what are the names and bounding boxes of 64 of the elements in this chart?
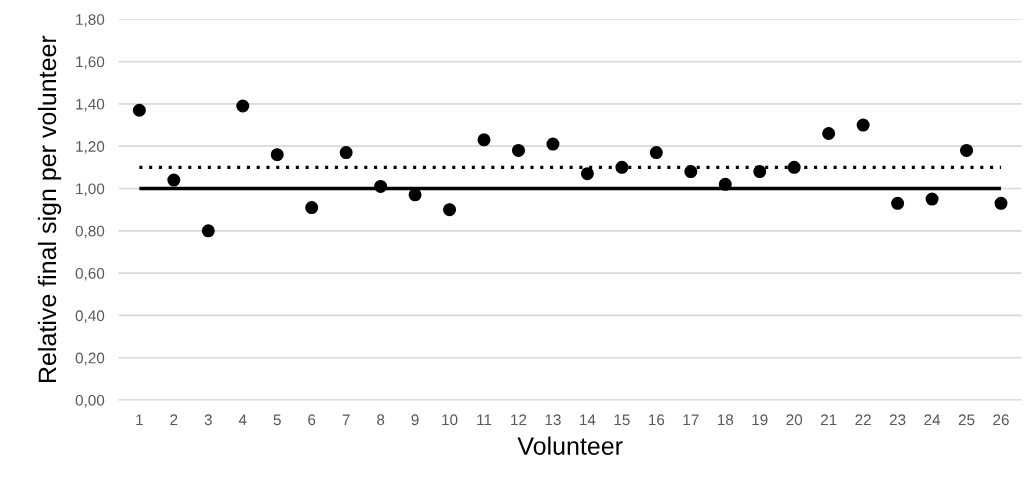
point xyxy=(477,133,491,147)
point xyxy=(132,103,146,117)
point xyxy=(339,146,353,160)
y-tick-label: 1,00 xyxy=(76,183,105,197)
point xyxy=(684,165,698,179)
point xyxy=(546,137,560,151)
x-tick-label: 20 xyxy=(786,414,803,426)
point xyxy=(580,167,594,181)
point xyxy=(167,173,181,187)
x-tick-label: 7 xyxy=(342,414,350,426)
x-tick-label: 12 xyxy=(511,414,527,426)
x-tick-label: 5 xyxy=(273,414,281,426)
point xyxy=(236,99,250,113)
x-tick-label: 15 xyxy=(614,414,630,426)
x-tick-label: 3 xyxy=(204,414,212,426)
y-tick-label: 1,80 xyxy=(76,14,105,27)
y-tick-label: 1,40 xyxy=(76,98,105,112)
x-tick-label: 19 xyxy=(752,414,768,426)
point xyxy=(891,196,905,210)
point xyxy=(443,203,457,217)
y-tick-label: 1,20 xyxy=(76,141,105,154)
x-tick-label: 2 xyxy=(170,414,178,426)
point xyxy=(511,143,525,157)
y-tick-label: 0,60 xyxy=(75,268,105,281)
x-tick-label: 26 xyxy=(993,414,1009,426)
x-tick-label: 6 xyxy=(308,414,316,426)
point xyxy=(408,188,422,202)
y-tick-label: 0,20 xyxy=(75,352,105,366)
point xyxy=(201,224,215,238)
x-tick-label: 21 xyxy=(820,414,837,426)
x-tick-label: 13 xyxy=(545,414,561,426)
x-tick-label: 11 xyxy=(477,414,492,426)
point xyxy=(374,179,388,193)
point xyxy=(649,146,663,160)
x-tick-label: 9 xyxy=(411,414,419,426)
x-tick-label: 23 xyxy=(889,414,906,426)
point xyxy=(270,148,284,162)
y-tick-label: 0,80 xyxy=(75,225,105,239)
x-tick-label: 16 xyxy=(649,414,665,426)
y-tick-label: 1,60 xyxy=(76,56,105,70)
x-tick-label: 24 xyxy=(924,414,941,426)
point xyxy=(615,160,629,174)
y-tick-label: 0,40 xyxy=(75,310,105,323)
point xyxy=(753,165,767,179)
x-tick-label: 17 xyxy=(683,414,699,426)
point xyxy=(960,143,974,157)
x-tick-label: 25 xyxy=(958,414,975,426)
x-tick-label: 4 xyxy=(238,414,247,426)
point xyxy=(822,127,836,141)
y-tick-label: 0,00 xyxy=(75,394,105,408)
x-tick-label: 18 xyxy=(717,414,734,426)
y-axis-title: Relative final sign per volunteer xyxy=(37,35,62,383)
x-tick-label: 14 xyxy=(580,414,596,426)
point xyxy=(787,160,801,174)
point xyxy=(305,201,319,215)
point xyxy=(925,192,939,206)
x-tick-label: 8 xyxy=(377,414,385,426)
point xyxy=(994,196,1008,210)
x-tick-label: 10 xyxy=(442,414,458,426)
x-tick-label: 1 xyxy=(136,414,143,426)
point xyxy=(856,118,870,132)
x-tick-label: 22 xyxy=(855,414,871,426)
x-axis-title: Volunteer xyxy=(517,436,623,455)
point xyxy=(718,177,732,191)
